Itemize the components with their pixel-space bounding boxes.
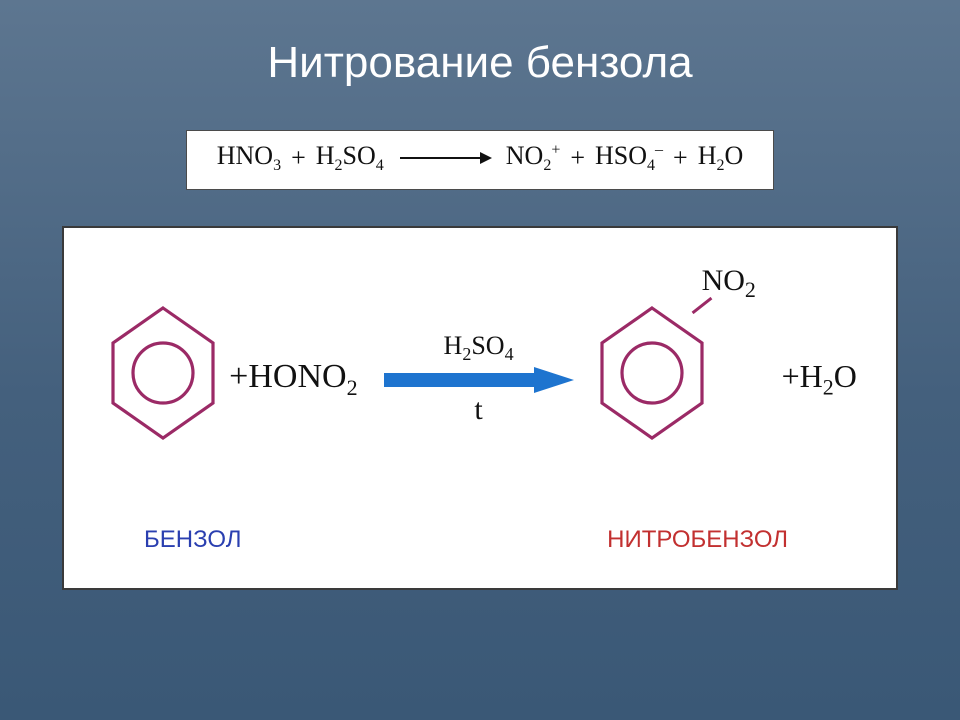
reaction-arrow-icon [384, 367, 574, 393]
eq-plus-2: + [570, 143, 585, 173]
eq-h2so4: H2SO4 [316, 141, 384, 175]
slide-title: Нитрование бензола [267, 38, 692, 88]
nitro-substituent: NO2 [702, 264, 756, 303]
benzene-structure [103, 298, 223, 448]
reagent-hono2: +HONO2 [229, 358, 357, 401]
eq-hno3: HNO3 [217, 141, 281, 175]
byproduct-h2o: +H2O [782, 358, 857, 400]
reaction-arrow-group: H2SO4 t [384, 331, 574, 427]
catalyst-label: H2SO4 [444, 331, 514, 365]
aromatic-circle-icon [133, 343, 193, 403]
reactant-name-label: БЕНЗОЛ [144, 526, 241, 554]
aromatic-circle-icon [622, 343, 682, 403]
eq-no2-cation: NO2+ [506, 141, 561, 175]
acid-equation-panel: HNO3 + H2SO4 NO2+ + HSO4– + H2O [186, 130, 775, 190]
reaction-panel: +HONO2 H2SO4 t NO2 +H2O БЕНЗОЛ НИТР [62, 226, 898, 590]
reaction-row: +HONO2 H2SO4 t NO2 +H2O [64, 298, 896, 448]
hexagon-icon [113, 308, 213, 438]
eq-plus-1: + [291, 143, 306, 173]
product-name-label: НИТРОБЕНЗОЛ [607, 526, 788, 554]
eq-plus-3: + [673, 143, 688, 173]
eq-arrow-icon [400, 157, 490, 159]
hexagon-icon [602, 308, 702, 438]
nitrobenzene-structure: NO2 [592, 298, 742, 448]
condition-label: t [474, 393, 482, 427]
eq-h2o: H2O [698, 141, 744, 175]
eq-hso4-anion: HSO4– [595, 141, 663, 175]
